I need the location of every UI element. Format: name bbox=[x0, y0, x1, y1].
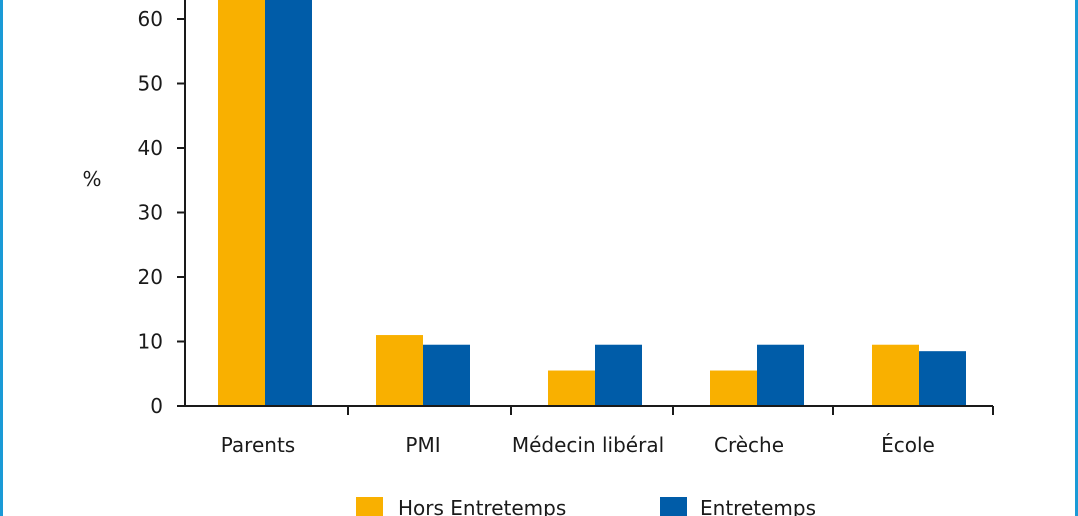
bar-entretemps-3 bbox=[757, 344, 804, 406]
category-label: Médecin libéral bbox=[512, 433, 664, 457]
category-label: Parents bbox=[221, 433, 295, 457]
y-axis-label: % bbox=[82, 167, 101, 191]
legend-swatch bbox=[660, 497, 687, 516]
category-label: Crèche bbox=[714, 433, 784, 457]
bar-entretemps-0 bbox=[265, 0, 312, 407]
y-tick-label: 60 bbox=[138, 7, 163, 31]
bar-hors-entretemps-4 bbox=[872, 344, 919, 406]
bar-entretemps-2 bbox=[595, 344, 642, 406]
y-tick-label: 0 bbox=[150, 394, 163, 418]
bar-hors-entretemps-3 bbox=[710, 370, 757, 406]
legend-swatch bbox=[356, 497, 383, 516]
y-tick-label: 10 bbox=[138, 330, 163, 354]
x-ticks bbox=[347, 406, 994, 415]
legend-label: Hors Entretemps bbox=[398, 496, 566, 516]
legend: Hors Entretemps Entretemps bbox=[356, 496, 816, 516]
axes-layer: 0 10 20 30 40 50 60 bbox=[138, 0, 994, 418]
bar-hors-entretemps-1 bbox=[376, 335, 423, 406]
bars-layer bbox=[218, 0, 966, 407]
y-tick-label: 30 bbox=[138, 201, 163, 225]
y-tick-label: 50 bbox=[138, 72, 163, 96]
bar-entretemps-4 bbox=[919, 351, 966, 406]
y-ticks: 0 10 20 30 40 50 60 bbox=[138, 7, 185, 418]
y-tick-label: 20 bbox=[138, 265, 163, 289]
bar-entretemps-1 bbox=[423, 344, 470, 406]
category-labels: Parents PMI Médecin libéral Crèche École bbox=[221, 433, 935, 457]
category-label: École bbox=[881, 433, 935, 457]
bar-hors-entretemps-2 bbox=[548, 370, 595, 406]
grouped-bar-chart: 0 10 20 30 40 50 60 % Parents PMI Médecin libéra… bbox=[82, 0, 994, 516]
legend-label: Entretemps bbox=[700, 496, 816, 516]
y-tick-label: 40 bbox=[138, 136, 163, 160]
bar-hors-entretemps-0 bbox=[218, 0, 265, 407]
category-label: PMI bbox=[405, 433, 440, 457]
